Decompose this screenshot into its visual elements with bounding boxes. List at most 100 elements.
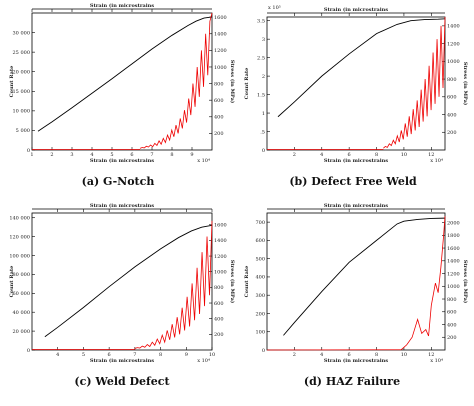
y2-tick-label: 1400 — [447, 259, 460, 265]
x-tick-label: 8 — [375, 152, 378, 158]
x-axis-label: Strain (in microstrains — [90, 357, 154, 364]
y2-tick-label: 1400 — [447, 24, 460, 30]
x-tick-label: 6 — [348, 352, 351, 358]
x-tick-label: 6 — [108, 352, 111, 358]
x-tick-label: 6 — [348, 152, 351, 158]
y-axis-label: Count Rate — [9, 266, 15, 298]
y2-tick-label: 1600 — [214, 223, 227, 229]
y2-tick-label: 800 — [214, 285, 224, 291]
y-tick-label: 100 — [255, 330, 265, 336]
y-tick-label: 15 000 — [13, 89, 31, 95]
plot-frame — [31, 12, 213, 151]
x-tick-label: 5 — [82, 352, 85, 358]
y-tick-label: 100 000 — [9, 253, 30, 259]
y2-tick-label: 200 — [447, 335, 457, 341]
x-tick-label: 12 — [428, 152, 434, 158]
x-multiplier: x 10⁴ — [197, 358, 210, 364]
y-tick-label: .5 — [260, 129, 265, 135]
y-tick-label: 400 — [255, 275, 265, 281]
y2-tick-label: 1600 — [447, 246, 460, 252]
y-multiplier: x 10⁵ — [268, 5, 281, 11]
y2-tick-label: 400 — [447, 322, 457, 328]
y2-tick-label: 800 — [447, 297, 457, 303]
x-tick-label: 10 — [401, 152, 407, 158]
y-tick-label: 60 000 — [13, 291, 31, 297]
x-tick-label: 1 — [30, 152, 33, 158]
x-tick-label: 4 — [320, 352, 323, 358]
top-axis-label: Strain (in microstrains — [324, 6, 388, 13]
x-multiplier: x 10⁴ — [430, 158, 443, 164]
x-axis-label: Strain (in microstrains — [324, 357, 388, 364]
x-tick-label: 7 — [133, 352, 136, 358]
stress-series — [134, 220, 213, 349]
y2-tick-label: 200 — [447, 130, 457, 136]
y-tick-label: 5 000 — [16, 128, 30, 134]
y-tick-label: 3.5 — [257, 18, 265, 24]
x-axis-label: Strain (in microstrains — [324, 157, 388, 164]
y-tick-label: 80 000 — [13, 272, 31, 278]
stress-series — [383, 16, 446, 149]
y2-axis-label: Stress (in MPa) — [229, 60, 236, 104]
y2-axis-label: Stress (in MPa) — [229, 260, 236, 304]
y2-tick-label: 800 — [447, 77, 457, 83]
y2-axis-label: Stress (in MPa) — [462, 260, 469, 304]
y2-tick-label: 1400 — [214, 238, 227, 244]
y-axis-label: Count Rate — [244, 266, 250, 298]
y-tick-label: 2.5 — [257, 55, 265, 61]
x-tick-label: 9 — [190, 152, 193, 158]
y-tick-label: 40 000 — [13, 310, 31, 316]
stress-series — [139, 12, 213, 149]
y-tick-label: 500 — [255, 256, 265, 262]
panel-caption: (b) Defect Free Weld — [289, 175, 417, 188]
y2-tick-label: 600 — [214, 98, 224, 104]
x-axis-label: Strain (in microstrains — [90, 157, 154, 164]
y-tick-label: 300 — [255, 293, 265, 299]
y2-tick-label: 1200 — [447, 41, 460, 47]
top-axis-label: Strain (in microstrains — [90, 2, 154, 9]
y2-tick-label: 800 — [214, 81, 224, 87]
panel-caption: (a) G-Notch — [82, 175, 155, 188]
x-tick-label: 3 — [70, 152, 73, 158]
y-tick-label: 25 000 — [13, 50, 31, 56]
y-tick-label: 0 — [262, 348, 265, 354]
y-axis-label: Count Rate — [9, 66, 15, 98]
y-tick-label: 200 — [255, 311, 265, 317]
y2-tick-label: 400 — [447, 112, 457, 118]
y-tick-label: 3 — [262, 37, 265, 43]
x-tick-label: 8 — [375, 352, 378, 358]
x-tick-label: 2 — [293, 352, 296, 358]
x-tick-label: 10 — [401, 352, 407, 358]
x-tick-label: 5 — [110, 152, 113, 158]
x-tick-label: 4 — [56, 352, 59, 358]
y2-tick-label: 1200 — [447, 271, 460, 277]
y-tick-label: 700 — [255, 220, 265, 226]
y2-tick-label: 1200 — [214, 48, 227, 54]
y2-tick-label: 400 — [214, 316, 224, 322]
y2-axis-label: Stress (in MPa) — [462, 62, 469, 106]
count-rate-series — [37, 16, 213, 132]
y2-tick-label: 1600 — [214, 15, 227, 21]
y-tick-label: 20 000 — [13, 70, 31, 76]
x-tick-label: 2 — [293, 152, 296, 158]
y-tick-label: 0 — [27, 348, 30, 354]
y-axis-label: Count Rate — [244, 68, 250, 100]
y-tick-label: 10 000 — [13, 109, 31, 115]
y2-tick-label: 1800 — [447, 233, 460, 239]
x-tick-label: 6 — [130, 152, 133, 158]
y2-tick-label: 400 — [214, 115, 224, 121]
y-tick-label: 1.5 — [257, 92, 265, 98]
y2-tick-label: 1000 — [447, 284, 460, 290]
y2-tick-label: 1000 — [447, 59, 460, 65]
y2-tick-label: 2000 — [447, 220, 460, 226]
x-multiplier: x 10⁴ — [197, 158, 210, 164]
top-axis-label: Strain (in microstrains — [324, 202, 388, 209]
y2-tick-label: 600 — [214, 301, 224, 307]
count-rate-series — [283, 217, 446, 336]
y-tick-label: 20 000 — [13, 329, 31, 335]
y2-tick-label: 200 — [214, 131, 224, 137]
x-tick-label: 8 — [170, 152, 173, 158]
y2-tick-label: 200 — [214, 332, 224, 338]
y2-tick-label: 600 — [447, 310, 457, 316]
y-tick-label: 0 — [262, 148, 265, 154]
